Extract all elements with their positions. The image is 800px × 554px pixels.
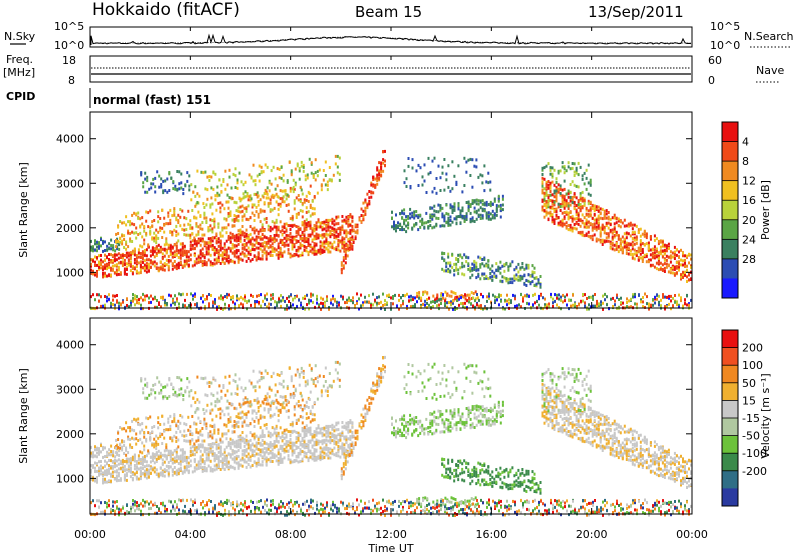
colorbar-tick-label: -50 [742,430,760,443]
colorbar-tick-label: 15 [742,394,756,407]
x-tick-label: 00:00 [676,528,708,541]
noise-left-tick-top: 10^5 [54,20,84,33]
colorbar-swatch [722,453,738,472]
colorbar-swatch [722,219,738,240]
power-cbar-label: Power [dB] [759,180,772,240]
colorbar-swatch [722,278,738,299]
site-title: Hokkaido (fitACF) [92,0,240,20]
cpid-strip: CPID normal (fast) 151 [6,88,211,108]
colorbar-swatch [722,418,738,437]
colorbar-tick-label: 50 [742,377,756,390]
beam-title: Beam 15 [355,3,422,21]
colorbar-swatch [722,141,738,162]
freq-label-2: [MHz] [3,66,35,79]
colorbar-swatch [722,488,738,507]
y-tick-label: 3000 [56,177,84,190]
colorbar-tick-label: 100 [742,359,763,372]
freq-tick-top: 18 [62,54,76,67]
nave-label: Nave [756,64,784,77]
colorbar-tick-label: 24 [742,233,756,246]
freq-strip: Freq. [MHz] 18 8 60 0 Nave [3,53,784,87]
colorbar-swatch [722,347,738,366]
y-tick-label: 4000 [56,339,84,352]
colorbar-tick-label: 20 [742,214,756,227]
freq-label-1: Freq. [6,53,33,66]
colorbar-swatch [722,470,738,489]
y-tick-label: 2000 [56,222,84,235]
colorbar-tick-label: 12 [742,175,756,188]
colorbar-tick-label: 4 [742,136,749,149]
x-tick-label: 08:00 [275,528,307,541]
x-tick-label: 00:00 [74,528,106,541]
colorbar-swatch [722,382,738,401]
cpid-value: normal (fast) 151 [93,93,211,107]
colorbar-swatch [722,200,738,221]
colorbar-swatch [722,400,738,419]
y-tick-label: 4000 [56,133,84,146]
noise-strip: N.Sky 10^5 10^0 10^5 10^0 N.Search [4,20,794,52]
x-tick-label: 20:00 [576,528,608,541]
colorbar-tick-label: 16 [742,194,756,207]
y-tick-label: 3000 [56,383,84,396]
noise-right-label: N.Search [744,30,794,43]
colorbar-tick-label: -200 [742,465,767,478]
colorbar-tick-label: 200 [742,342,763,355]
colorbar-swatch [722,330,738,349]
noise-sky-trace [90,33,692,45]
nave-tick-bottom: 0 [708,74,715,87]
colorbar-tick-label: 8 [742,155,749,168]
power-panel: 1000 2000 3000 4000 Slant Range [km] [17,111,693,311]
x-axis: 00:00 04:00 08:00 12:00 16:00 20:00 00:00 [74,27,708,541]
x-axis-label: Time UT [367,542,413,554]
velocity-colorbar: 200 100 50 15 -15 -50 -100 -200 [721,329,767,507]
power-colorbar: 4 8 12 16 20 24 28 [721,121,756,299]
colorbar-swatch [722,258,738,279]
date-title: 13/Sep/2011 [588,3,684,21]
colorbar-swatch [722,365,738,384]
velocity-ylabel: Slant Range [km] [17,368,30,464]
freq-tick-bottom: 8 [68,74,75,87]
colorbar-swatch [722,180,738,201]
power-ylabel: Slant Range [km] [17,162,30,258]
y-tick-label: 1000 [56,266,84,279]
cpid-label: CPID [6,90,35,103]
nave-tick-top: 60 [708,54,722,67]
velocity-panel: 1000 2000 3000 4000 Slant Range [km] [17,317,693,517]
noise-left-label: N.Sky [4,30,36,43]
x-tick-label: 16:00 [475,528,507,541]
colorbar-swatch [722,239,738,260]
noise-right-tick-top: 10^5 [710,20,740,33]
y-tick-label: 1000 [56,472,84,485]
colorbar-tick-label: 28 [742,253,756,266]
colorbar-swatch [722,161,738,182]
velocity-cbar-label: Velocity [m s⁻¹] [759,373,772,458]
velocity-data [90,355,692,517]
power-data [90,149,692,311]
noise-search-trace [90,36,691,44]
x-tick-label: 12:00 [375,528,407,541]
y-tick-label: 2000 [56,428,84,441]
noise-left-tick-bottom: 10^0 [54,39,84,52]
noise-right-tick-bottom: 10^0 [710,39,740,52]
x-tick-label: 04:00 [174,528,206,541]
colorbar-tick-label: -15 [742,412,760,425]
colorbar-tick-label: -100 [742,447,767,460]
colorbar-swatch [722,435,738,454]
colorbar-swatch [722,122,738,143]
